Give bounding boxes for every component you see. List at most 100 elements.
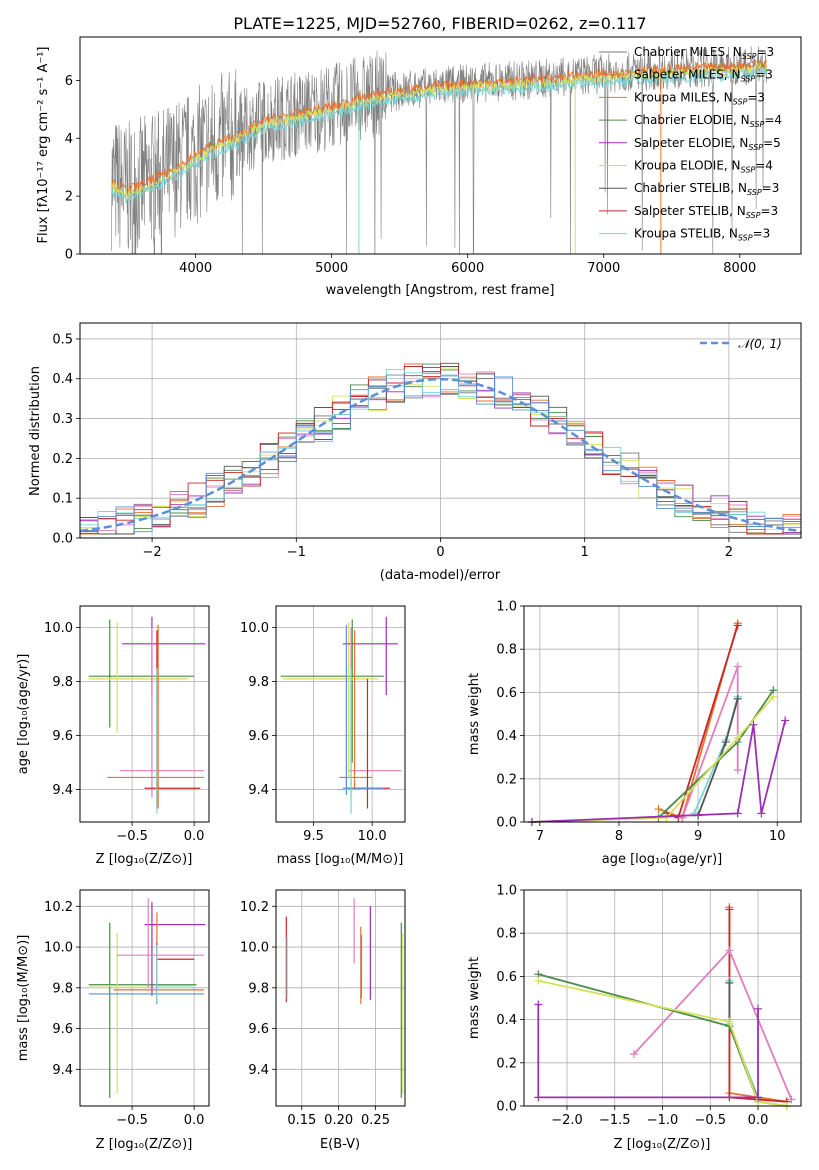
mass-weight-point: [725, 946, 734, 955]
legend-label: Salpeter ELODIE, NSSP=5: [634, 136, 781, 152]
x-tick-label: −1.5: [599, 1113, 631, 1128]
x-tick-label: 7000: [587, 261, 620, 276]
weight-vs-Z-panel: −2.0 −1.5 −1.0 −0.5 0.0 0.0 0.2 0.4 0.6 0.8 1.0 Z …: [467, 884, 802, 1152]
residuals-xlabel: (data-model)/error: [380, 568, 501, 583]
y-tick-label: 9.6: [248, 1022, 269, 1037]
y-tick-label: 9.6: [52, 1022, 73, 1037]
mass-weight-point: [654, 805, 663, 814]
x-tick-label: 9: [694, 829, 702, 844]
legend-label: Kroupa MILES, NSSP=3: [634, 90, 765, 106]
mass-vs-Z-panel: −0.5 0.0 9.4 9.6 9.8 10.0 10.2 Z [log₁₀(Z/Z⊙)]…: [16, 889, 210, 1152]
y-tick-label: 4: [65, 132, 73, 147]
mass-weight-point: [769, 692, 778, 701]
y-tick-label: 1.0: [496, 884, 517, 899]
x-tick-label: 10.0: [358, 829, 387, 844]
y-tick-label: 0.0: [496, 816, 517, 831]
x-tick-label: 0.15: [287, 1113, 316, 1128]
mZ-xlabel: Z [log₁₀(Z/Z⊙)]: [96, 1137, 193, 1152]
x-tick-label: 9.5: [303, 829, 324, 844]
x-tick-label: 0: [436, 545, 444, 560]
mass-weight-point: [733, 766, 742, 775]
y-tick-label: 10.0: [240, 621, 269, 636]
legend-label: Kroupa ELODIE, NSSP=4: [634, 159, 773, 175]
spectrum-model-line: [111, 59, 768, 195]
x-tick-label: −1: [287, 545, 306, 560]
y-tick-label: 9.4: [248, 783, 269, 798]
y-tick-label: 0: [65, 248, 73, 263]
y-tick-label: 9.8: [52, 675, 73, 690]
y-tick-label: 10.2: [240, 900, 269, 915]
mass-weight-point: [733, 733, 742, 742]
residuals-axes: [79, 322, 802, 539]
y-tick-label: 9.4: [52, 783, 73, 798]
wZ-xlabel: Z [log₁₀(Z/Z⊙)]: [614, 1137, 711, 1152]
x-tick-label: 5000: [315, 261, 348, 276]
y-tick-label: 0.5: [52, 332, 73, 347]
spectrum-model-line: [111, 67, 768, 204]
y-tick-label: 10.0: [240, 941, 269, 956]
x-tick-label: −2.0: [551, 1113, 583, 1128]
spectrum-data-line: [111, 46, 767, 254]
mass-weight-point: [725, 905, 734, 914]
y-tick-label: 0.2: [496, 1056, 517, 1071]
y-tick-label: 0.2: [496, 772, 517, 787]
y-tick-label: 9.8: [248, 675, 269, 690]
y-tick-label: 0.1: [52, 492, 73, 507]
x-tick-label: 1: [581, 545, 589, 560]
y-tick-label: 0.3: [52, 412, 73, 427]
x-tick-label: −2: [143, 545, 162, 560]
y-tick-label: 0.4: [496, 1013, 517, 1028]
mass-weight-point: [629, 1050, 638, 1059]
y-tick-label: 0.8: [496, 927, 517, 942]
spectrum-axes: [79, 36, 802, 255]
normal-curve: [79, 377, 802, 533]
y-tick-label: 2: [65, 190, 73, 205]
mass-weight-point: [781, 716, 790, 725]
legend-normal-label: 𝒩(0, 1): [738, 337, 782, 351]
legend-label: Salpeter STELIB, NSSP=3: [634, 204, 778, 220]
mass-weight-point: [534, 1093, 543, 1102]
y-tick-label: 0.4: [52, 372, 73, 387]
x-tick-label: 0.25: [361, 1113, 390, 1128]
mass-weight-point: [725, 1017, 734, 1026]
mass-weight-series: [538, 979, 787, 1107]
y-tick-label: 10.0: [44, 941, 73, 956]
y-tick-label: 6: [65, 74, 73, 89]
mass-weight-point: [534, 1000, 543, 1009]
mass-weight-point: [662, 813, 671, 822]
y-tick-label: 10.0: [44, 621, 73, 636]
mZ-ylabel: mass [log₁₀(M/M⊙)]: [16, 935, 31, 1062]
x-tick-label: 8000: [723, 261, 756, 276]
legend-label: Salpeter MILES, NSSP=3: [634, 68, 773, 84]
mass-weight-point: [733, 621, 742, 630]
y-tick-label: 9.6: [248, 729, 269, 744]
wAge-ylabel: mass weight: [467, 673, 482, 755]
y-tick-label: 9.6: [52, 729, 73, 744]
legend-label: Chabrier MILES, NSSP=3: [634, 45, 774, 61]
y-tick-label: 0.4: [496, 729, 517, 744]
x-tick-label: 8: [615, 829, 623, 844]
age-vs-Z-panel: −0.5 0.0 9.4 9.6 9.8 10.0 Z [log₁₀(Z/Z⊙)] age…: [16, 605, 210, 867]
mass-weight-point: [749, 720, 758, 729]
mass-weight-point: [733, 809, 742, 818]
legend-label: Chabrier ELODIE, NSSP=4: [634, 113, 782, 129]
mE-xlabel: E(B-V): [320, 1137, 360, 1152]
x-tick-label: 0.0: [184, 1113, 205, 1128]
x-tick-label: −1.0: [647, 1113, 679, 1128]
spectrum-xlabel: wavelength [Angstrom, rest frame]: [326, 283, 555, 298]
y-tick-label: 0.0: [496, 1100, 517, 1115]
ageM-xlabel: mass [log₁₀(M/M⊙)]: [277, 852, 404, 867]
mass-weight-series: [537, 1004, 759, 1099]
x-tick-label: 4000: [179, 261, 212, 276]
mass-weight-point: [754, 1004, 763, 1013]
y-tick-label: 9.8: [52, 981, 73, 996]
x-tick-label: −0.5: [116, 1113, 148, 1128]
y-tick-label: 9.4: [248, 1063, 269, 1078]
mass-weight-point: [721, 738, 730, 747]
y-tick-label: 0.8: [496, 643, 517, 658]
x-tick-label: 10: [769, 829, 786, 844]
y-tick-label: 0.0: [52, 532, 73, 547]
x-tick-label: 0.0: [748, 1113, 769, 1128]
legend-label: Chabrier STELIB, NSSP=3: [634, 181, 779, 197]
